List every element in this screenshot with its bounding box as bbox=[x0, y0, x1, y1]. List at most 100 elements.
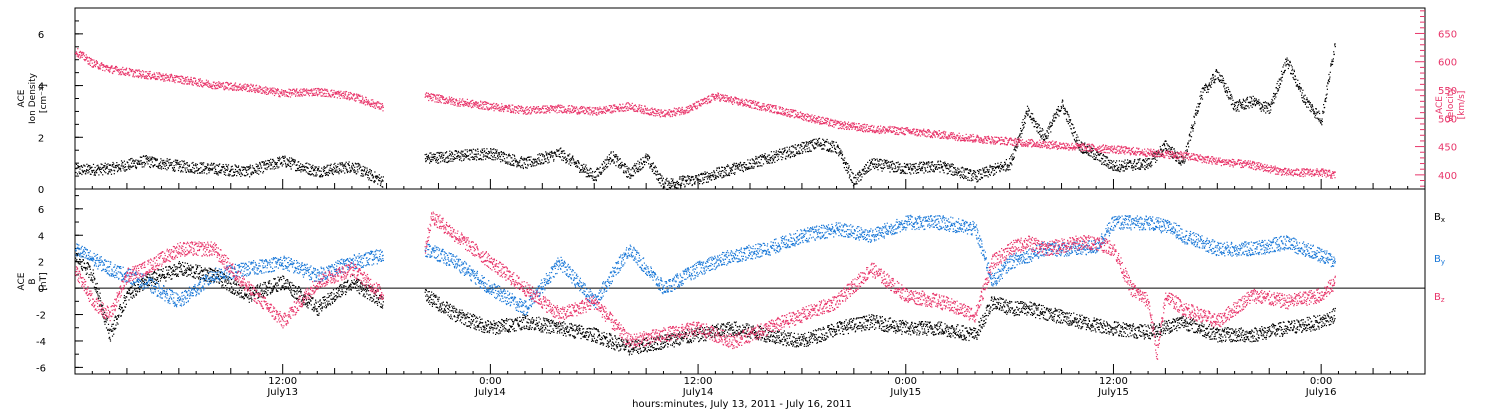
density-point bbox=[1137, 159, 1139, 161]
density-point bbox=[519, 159, 521, 162]
density-point bbox=[1058, 109, 1060, 111]
velocity-point bbox=[281, 92, 283, 94]
density-point bbox=[751, 167, 754, 169]
density-point bbox=[547, 153, 549, 155]
velocity-point bbox=[308, 92, 310, 94]
velocity-point bbox=[179, 78, 181, 80]
density-point bbox=[560, 152, 562, 154]
density-point bbox=[222, 164, 224, 166]
density-point bbox=[442, 157, 444, 159]
velocity-point bbox=[319, 93, 321, 95]
density-point bbox=[1318, 120, 1320, 122]
velocity-point bbox=[307, 93, 310, 95]
density-point bbox=[917, 166, 919, 168]
density-point bbox=[996, 166, 998, 168]
density-point bbox=[1171, 146, 1173, 148]
density-point bbox=[328, 171, 330, 173]
density-point bbox=[1298, 85, 1300, 87]
density-point bbox=[855, 177, 857, 179]
velocity-point bbox=[80, 56, 82, 58]
density-point bbox=[495, 151, 497, 153]
density-point bbox=[1146, 163, 1148, 165]
density-point bbox=[1179, 162, 1182, 164]
density-point bbox=[1256, 101, 1258, 104]
density-point bbox=[985, 171, 987, 173]
velocity-point bbox=[424, 93, 427, 95]
velocity-point bbox=[348, 94, 350, 96]
velocity-point bbox=[227, 83, 229, 85]
density-point bbox=[1308, 101, 1310, 103]
density-point bbox=[79, 168, 81, 170]
density-point bbox=[1113, 160, 1115, 162]
density-point bbox=[1242, 98, 1244, 100]
density-point bbox=[1114, 169, 1116, 171]
velocity-point bbox=[292, 92, 294, 94]
density-point bbox=[1048, 128, 1050, 130]
density-point bbox=[96, 165, 98, 167]
density-point bbox=[740, 169, 742, 171]
density-point bbox=[287, 159, 289, 161]
velocity-point bbox=[310, 92, 312, 94]
density-point bbox=[1268, 112, 1270, 114]
density-point bbox=[1190, 127, 1192, 129]
density-point bbox=[630, 177, 632, 179]
velocity-point bbox=[428, 96, 430, 98]
density-point bbox=[1106, 157, 1109, 159]
density-point bbox=[932, 164, 934, 166]
density-point bbox=[1086, 152, 1088, 154]
density-point bbox=[1117, 168, 1119, 170]
density-point bbox=[1245, 108, 1247, 110]
velocity-point bbox=[340, 90, 342, 92]
velocity-point bbox=[141, 76, 143, 78]
density-point bbox=[541, 162, 543, 164]
density-point bbox=[1283, 64, 1285, 66]
density-point bbox=[843, 167, 845, 169]
velocity-point bbox=[203, 84, 205, 86]
density-point bbox=[904, 166, 906, 168]
density-point bbox=[942, 169, 945, 172]
density-point bbox=[1079, 144, 1081, 146]
density-point bbox=[809, 150, 811, 152]
density-point bbox=[298, 161, 300, 163]
density-point bbox=[447, 161, 449, 164]
velocity-point bbox=[370, 99, 372, 101]
velocity-point bbox=[303, 90, 305, 92]
velocity-point bbox=[190, 81, 192, 83]
velocity-point bbox=[289, 91, 291, 93]
density-point bbox=[641, 163, 643, 165]
velocity-point bbox=[379, 106, 381, 108]
density-point bbox=[789, 146, 791, 148]
density-point bbox=[918, 165, 920, 167]
density-point bbox=[176, 162, 178, 164]
density-point bbox=[710, 176, 712, 178]
density-point bbox=[448, 161, 450, 163]
density-point bbox=[1197, 110, 1199, 112]
density-point bbox=[300, 169, 302, 171]
density-point bbox=[817, 139, 819, 141]
density-point bbox=[1013, 149, 1015, 151]
density-point bbox=[334, 169, 336, 171]
velocity-point bbox=[180, 75, 182, 77]
density-point bbox=[1332, 58, 1334, 60]
density-point bbox=[1255, 98, 1257, 100]
density-point bbox=[1215, 78, 1217, 80]
density-point bbox=[227, 166, 229, 168]
density-point bbox=[750, 167, 752, 169]
velocity-point bbox=[299, 95, 301, 97]
velocity-point bbox=[361, 95, 363, 97]
velocity-point bbox=[89, 62, 91, 64]
velocity-point bbox=[284, 93, 286, 95]
velocity-point bbox=[289, 96, 292, 98]
velocity-point bbox=[277, 89, 279, 91]
density-point bbox=[120, 168, 122, 170]
velocity-point bbox=[298, 95, 300, 97]
density-point bbox=[109, 170, 111, 172]
density-point bbox=[662, 177, 664, 179]
density-point bbox=[801, 141, 803, 144]
density-point bbox=[472, 148, 474, 150]
velocity-point bbox=[154, 73, 156, 76]
density-point bbox=[552, 156, 554, 158]
density-point bbox=[1226, 94, 1228, 97]
density-point bbox=[593, 176, 595, 179]
density-point bbox=[924, 163, 926, 165]
